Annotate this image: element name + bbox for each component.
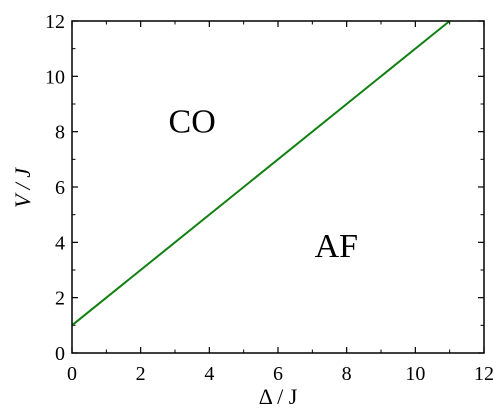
- x-tick-label-5: 10: [405, 363, 425, 385]
- y-tick-label-5: 10: [45, 66, 65, 88]
- y-tick-label-1: 2: [55, 288, 65, 310]
- region-label-af: AF: [315, 228, 358, 265]
- x-axis-label: Δ / J: [259, 384, 298, 409]
- phase-boundary-line-0: [71, 20, 451, 327]
- tick-labels: 0 2 4 6 8 10 12 0 2 4 6 8 10 12: [45, 11, 494, 385]
- x-tick-label-2: 4: [204, 363, 214, 385]
- series-layer: [71, 20, 451, 327]
- y-tick-label-6: 12: [45, 11, 65, 33]
- x-tick-label-6: 12: [474, 363, 494, 385]
- y-tick-label-2: 4: [55, 232, 65, 254]
- y-axis-label: V / J: [10, 167, 35, 208]
- axis-ticks: [71, 20, 485, 354]
- x-tick-label-3: 6: [273, 363, 283, 385]
- region-labels: CO AF: [169, 104, 359, 266]
- y-tick-label-0: 0: [55, 343, 65, 365]
- plot-frame: [71, 20, 485, 354]
- x-tick-label-0: 0: [67, 363, 77, 385]
- x-tick-label-1: 2: [136, 363, 146, 385]
- y-tick-label-4: 8: [55, 122, 65, 144]
- region-label-co: CO: [169, 104, 216, 141]
- x-tick-label-4: 8: [342, 363, 352, 385]
- y-tick-label-3: 6: [55, 177, 65, 199]
